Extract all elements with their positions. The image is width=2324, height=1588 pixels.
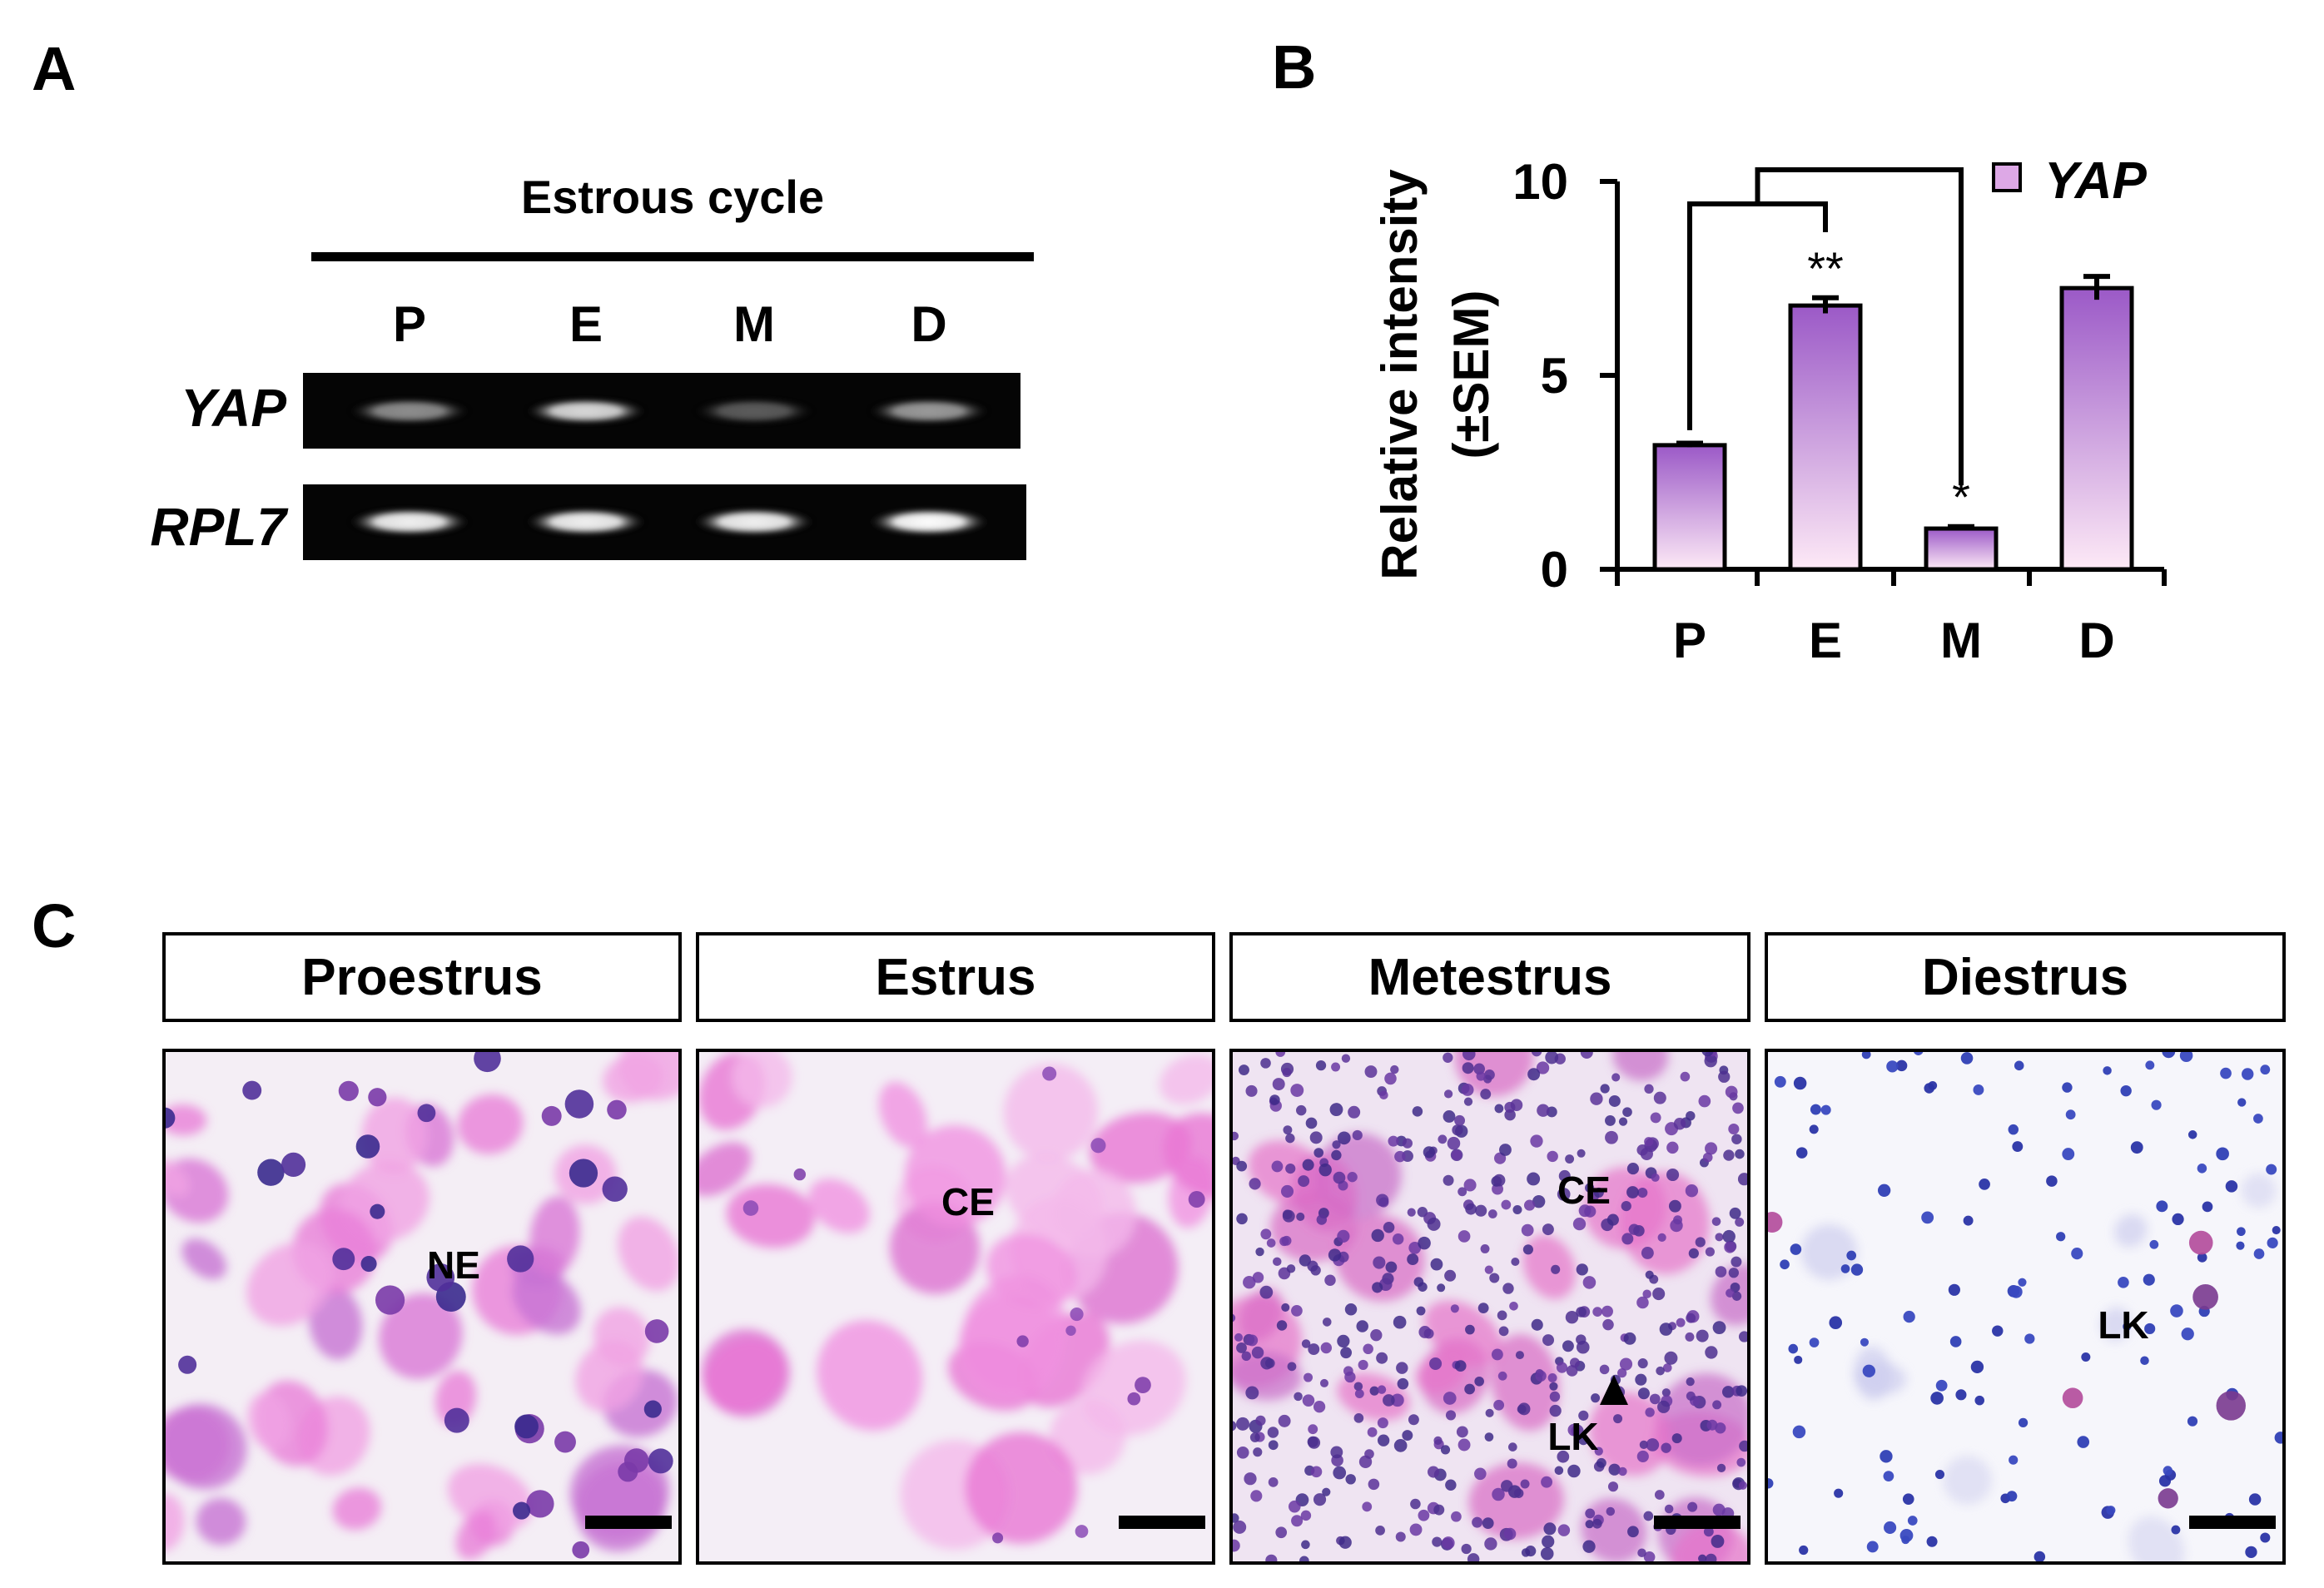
- scale-bar-metestrus: [1654, 1516, 1741, 1529]
- stage-title-box-estrus: [696, 932, 1215, 1022]
- band-rpl7-m: [693, 508, 816, 536]
- cell-label-estrus-ce: CE: [941, 1180, 995, 1223]
- cell-label-metestrus-ce: CE: [1557, 1169, 1611, 1212]
- gel-bands: [348, 398, 991, 536]
- stage-title-box-diestrus: [1765, 932, 2286, 1022]
- micrograph-estrus: [698, 1050, 1214, 1563]
- panel-c-letter: C: [32, 891, 76, 960]
- stage-title-proestrus: Proestrus: [301, 949, 542, 1006]
- x-tick-label-m: M: [1940, 613, 1982, 668]
- gene-label-rpl7: RPL7: [150, 497, 289, 557]
- error-bar-m: [1948, 524, 1974, 531]
- gene-label-yap: YAP: [181, 378, 286, 438]
- panel-c: C ProestrusNEEstrusCEMetestrusCELKDiestr…: [32, 891, 2286, 1565]
- micrograph-metestrus: [1231, 1050, 1749, 1563]
- legend-swatch: [1992, 162, 2022, 192]
- bars: [1652, 274, 2134, 572]
- panel-a: A Estrous cycle P E M D YAP RPL7: [32, 34, 1034, 560]
- error-bar-e: [1812, 295, 1839, 314]
- sig-marker-e: **: [1807, 242, 1844, 295]
- band-rpl7-p: [348, 508, 471, 536]
- arrowhead-icon: [1600, 1375, 1628, 1405]
- y-tick-label-10: 10: [1512, 154, 1568, 210]
- bar-e: [1788, 303, 1863, 572]
- scale-bar-proestrus: [585, 1516, 672, 1529]
- bracket-p-m: [1755, 167, 1964, 486]
- micrograph-frame-diestrus: [1765, 1049, 2286, 1565]
- stage-panel-estrus: Estrus CE: [696, 932, 1215, 1565]
- bar-m: [1924, 526, 1999, 572]
- error-bar-d: [2083, 274, 2110, 300]
- stage-title-estrus: Estrus: [876, 949, 1036, 1006]
- micrograph-frame-estrus: [696, 1049, 1215, 1565]
- stage-panel-proestrus: Proestrus NE: [162, 932, 682, 1565]
- bar-d: [2059, 285, 2134, 572]
- stage-panel-diestrus: Diestrus LK: [1765, 932, 2286, 1565]
- band-yap-p: [348, 398, 471, 424]
- stage-panel-metestrus: Metestrus CE LK: [1229, 932, 1750, 1565]
- band-yap-d: [867, 398, 991, 424]
- y-tick-label-0: 0: [1541, 542, 1568, 598]
- lane-label-e: E: [569, 296, 603, 352]
- stage-title-box-proestrus: [162, 932, 682, 1022]
- sig-marker-m: *: [1952, 471, 1970, 524]
- stage-title-metestrus: Metestrus: [1368, 949, 1612, 1006]
- x-tick-label-d: D: [2078, 613, 2114, 668]
- band-rpl7-d: [867, 508, 991, 536]
- error-bar-p: [1676, 440, 1703, 448]
- micrograph-frame-metestrus: [1229, 1049, 1750, 1565]
- x-tick-label-p: P: [1673, 613, 1706, 668]
- lane-label-p: P: [393, 296, 426, 352]
- cell-label-metestrus-lk: LK: [1547, 1415, 1598, 1458]
- panel-b-letter: B: [1272, 32, 1316, 102]
- micrograph-frame-proestrus: [162, 1049, 682, 1565]
- y-ticks: 0 5 10: [1512, 154, 1617, 598]
- micrograph-diestrus: [1766, 1050, 2284, 1563]
- cell-label-proestrus-ne: NE: [427, 1243, 480, 1287]
- cell-label-diestrus-lk: LK: [2098, 1303, 2148, 1347]
- x-tick-label-e: E: [1809, 613, 1842, 668]
- stage-title-box-metestrus: [1229, 932, 1750, 1022]
- y-tick-label-5: 5: [1541, 348, 1568, 404]
- bar-p: [1652, 443, 1727, 572]
- panel-a-letter: A: [32, 34, 76, 103]
- micrograph-proestrus: [164, 1050, 680, 1563]
- scale-bar-diestrus: [2189, 1516, 2276, 1529]
- significance-brackets: ***: [1687, 167, 1970, 524]
- lane-label-d: D: [911, 296, 946, 352]
- scale-bar-estrus: [1119, 1516, 1205, 1529]
- gel-header: Estrous cycle: [521, 171, 824, 223]
- legend-label: YAP: [2044, 152, 2148, 210]
- gel-header-bar: [311, 252, 1034, 261]
- micrograph-row: ProestrusNEEstrusCEMetestrusCELKDiestrus…: [162, 932, 2286, 1565]
- legend: YAP: [1992, 152, 2148, 210]
- y-axis-label: Relative intensity: [1372, 169, 1428, 580]
- lane-label-m: M: [733, 296, 775, 352]
- stage-title-diestrus: Diestrus: [1922, 949, 2128, 1006]
- y-axis-label-sem: (±SEM): [1443, 290, 1499, 459]
- band-yap-m: [693, 398, 816, 424]
- band-yap-e: [524, 398, 648, 424]
- band-rpl7-e: [524, 508, 648, 536]
